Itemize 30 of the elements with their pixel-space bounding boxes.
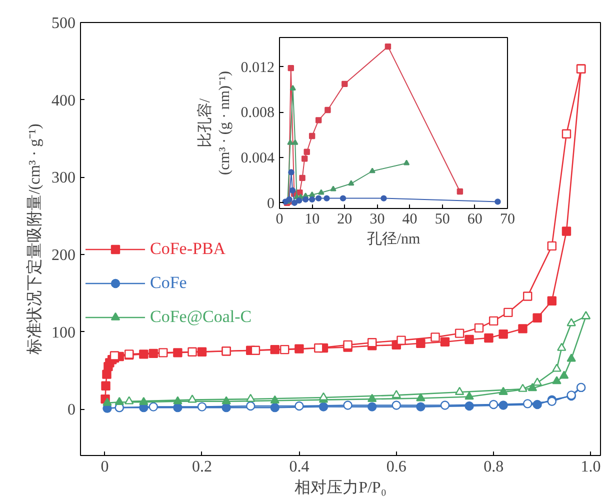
y-tick-label: 400 xyxy=(52,92,76,110)
x-tick-label: 70 xyxy=(500,212,515,228)
y-tick-label: 100 xyxy=(52,324,76,342)
y-tick-label: 500 xyxy=(52,15,76,32)
x-tick-label: 30 xyxy=(370,212,385,228)
x-tick-label: 50 xyxy=(434,212,450,228)
y-axis-title: 标准状况下定量吸附量/(cm³ · g⁻¹) xyxy=(26,124,44,356)
x-tick-label: 0.2 xyxy=(192,458,212,476)
legend-label: CoFe xyxy=(150,273,187,293)
y-tick-label: 0 xyxy=(68,402,76,419)
legend-label: CoFe-PBA xyxy=(150,239,226,259)
x-tick-label: 0.6 xyxy=(386,458,406,476)
x-tick-label: 1.0 xyxy=(580,458,601,476)
y-tick-label: 0 xyxy=(267,196,274,212)
y-axis-title: 比孔容/ (cm³ · (g · nm)⁻¹) xyxy=(196,71,233,175)
x-tick-label: 20 xyxy=(337,212,352,228)
x-tick-label: 10 xyxy=(304,212,320,228)
y-tick-label: 0.008 xyxy=(240,105,274,122)
y-tick-label: 0.004 xyxy=(240,150,275,167)
x-axis-title: 孔径/nm xyxy=(366,232,420,248)
x-tick-label: 60 xyxy=(467,212,482,228)
y-tick-label: 200 xyxy=(52,246,76,264)
y-tick-label: 0.012 xyxy=(240,60,274,76)
legend-label: CoFe@Coal-C xyxy=(150,307,252,327)
x-tick-label: 0.8 xyxy=(484,458,504,476)
x-tick-label: 0 xyxy=(100,458,109,476)
x-tick-label: 0.4 xyxy=(289,458,310,476)
x-tick-label: 40 xyxy=(402,212,418,228)
y-tick-label: 300 xyxy=(52,170,76,187)
x-axis-title: 相对压力P/P₀ xyxy=(294,478,386,496)
